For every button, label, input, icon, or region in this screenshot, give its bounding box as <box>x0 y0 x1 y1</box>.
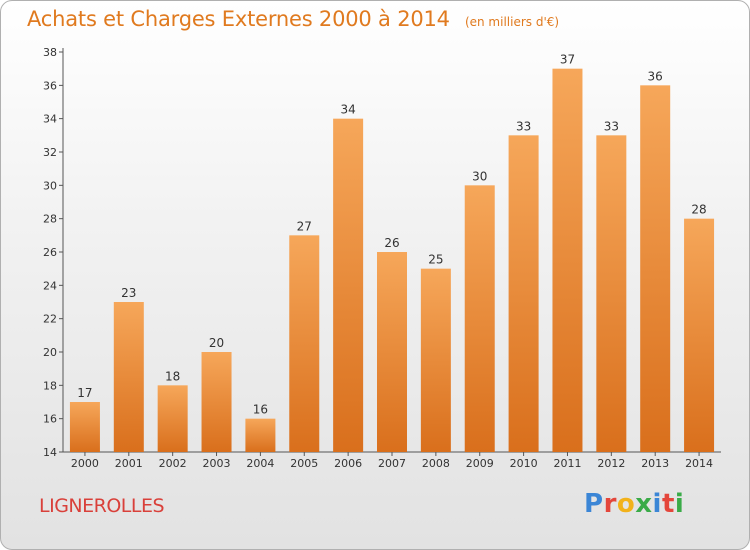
bar <box>377 252 407 452</box>
bar <box>113 302 144 452</box>
bar-value-label: 28 <box>691 203 706 217</box>
bar <box>245 418 276 452</box>
y-tick-label: 20 <box>43 346 57 359</box>
bar-value-label: 37 <box>560 53 575 67</box>
bar <box>69 402 100 452</box>
bar-value-label: 16 <box>253 403 268 417</box>
bar-value-label: 33 <box>516 119 531 133</box>
y-tick-label: 30 <box>43 179 57 192</box>
x-tick-label: 2013 <box>641 457 669 470</box>
bar <box>464 185 495 453</box>
x-tick-label: 2004 <box>246 457 274 470</box>
bar-value-label: 20 <box>209 336 224 350</box>
bar-value-label: 30 <box>472 169 487 183</box>
y-tick-label: 22 <box>43 313 57 326</box>
y-tick-label: 34 <box>43 113 57 126</box>
bar <box>552 68 583 453</box>
bar <box>596 135 627 453</box>
y-tick-label: 26 <box>43 246 57 259</box>
y-tick-label: 16 <box>43 413 57 426</box>
proxiti-logo: Proxiti <box>584 489 685 519</box>
bar-value-label: 17 <box>77 386 92 400</box>
chart-title-row: Achats et Charges Externes 2000 à 2014 (… <box>27 7 559 31</box>
bar-value-label: 33 <box>604 119 619 133</box>
x-tick-label: 2002 <box>159 457 187 470</box>
bar-value-label: 25 <box>428 253 443 267</box>
bar-value-label: 36 <box>648 69 663 83</box>
x-tick-label: 2000 <box>71 457 99 470</box>
x-tick-label: 2009 <box>466 457 494 470</box>
bar <box>157 385 188 452</box>
bar-value-label: 18 <box>165 369 180 383</box>
y-tick-label: 28 <box>43 213 57 226</box>
x-tick-label: 2005 <box>290 457 318 470</box>
y-tick-label: 36 <box>43 79 57 92</box>
bar <box>684 218 715 452</box>
y-tick-label: 24 <box>43 279 57 292</box>
bar-value-label: 34 <box>340 103 355 117</box>
y-tick-label: 14 <box>43 446 57 459</box>
bar-value-label: 23 <box>121 286 136 300</box>
chart-title: Achats et Charges Externes 2000 à 2014 <box>27 7 450 31</box>
bar <box>201 352 232 452</box>
y-tick-label: 18 <box>43 379 57 392</box>
x-tick-label: 2007 <box>378 457 406 470</box>
bar-value-label: 27 <box>297 219 312 233</box>
bar <box>333 118 364 453</box>
bar <box>420 268 451 452</box>
y-tick-label: 32 <box>43 146 57 159</box>
x-tick-label: 2003 <box>203 457 231 470</box>
x-tick-label: 2011 <box>553 457 581 470</box>
bar <box>640 85 671 452</box>
bar <box>508 135 539 453</box>
y-tick-label: 38 <box>43 46 57 59</box>
town-name: LIGNEROLLES <box>39 495 165 517</box>
x-tick-label: 2012 <box>597 457 625 470</box>
bar-value-label: 26 <box>384 236 399 250</box>
bar <box>289 235 320 452</box>
x-tick-label: 2006 <box>334 457 362 470</box>
x-tick-label: 2010 <box>510 457 538 470</box>
x-tick-label: 2008 <box>422 457 450 470</box>
x-tick-label: 2014 <box>685 457 713 470</box>
x-tick-label: 2001 <box>115 457 143 470</box>
chart-unit: (en milliers d'€) <box>464 15 560 29</box>
